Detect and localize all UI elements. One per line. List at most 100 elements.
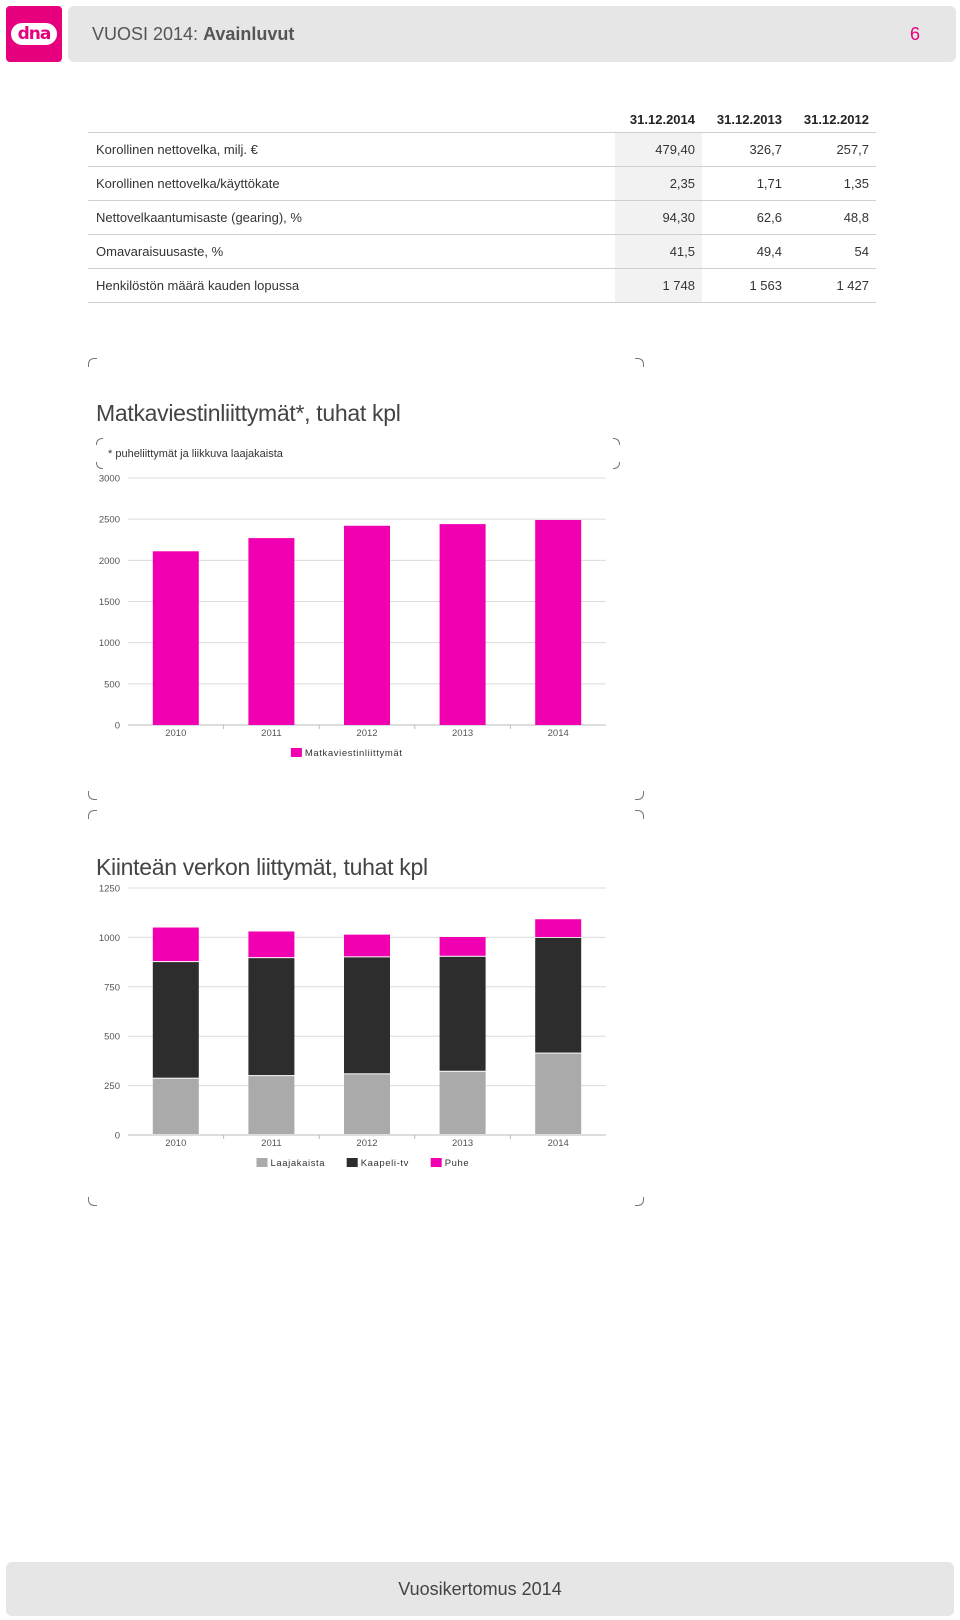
x-tick-label: 2013 xyxy=(452,1138,473,1149)
dna-logo-text: dna xyxy=(17,23,52,44)
y-tick-label: 2500 xyxy=(99,515,120,526)
row-label: Omavaraisuusaste, % xyxy=(88,234,615,269)
y-tick-label: 1000 xyxy=(99,933,120,944)
table-row: Korollinen nettovelka, milj. € 479,40 32… xyxy=(88,132,876,167)
cell-value: 62,6 xyxy=(702,200,789,235)
bar-laajakaista xyxy=(439,1071,486,1134)
frame-corner xyxy=(88,358,97,367)
subtitle-frame-corner xyxy=(96,438,103,445)
frame-corner xyxy=(88,791,97,800)
key-figures-table: 31.12.2014 31.12.2013 31.12.2012 Korolli… xyxy=(88,106,876,303)
x-tick-label: 2014 xyxy=(548,728,569,739)
row-label: Korollinen nettovelka, milj. € xyxy=(88,132,615,167)
y-tick-label: 500 xyxy=(104,1032,120,1043)
cell-value: 1,35 xyxy=(789,166,876,201)
cell-value: 49,4 xyxy=(702,234,789,269)
subtitle-frame-corner xyxy=(96,462,103,469)
frame-corner xyxy=(635,791,644,800)
bar-matkaviestinliittym-t xyxy=(152,551,199,725)
table-row: Henkilöstön määrä kauden lopussa 1 748 1… xyxy=(88,268,876,303)
y-tick-label: 1000 xyxy=(99,638,120,649)
x-tick-label: 2011 xyxy=(261,728,281,739)
page-footer: Vuosikertomus 2014 xyxy=(6,1562,954,1616)
table-row: Nettovelkaantumisaste (gearing), % 94,30… xyxy=(88,200,876,235)
cell-value: 2,35 xyxy=(615,166,702,201)
subtitle-frame-corner xyxy=(613,462,620,469)
dna-logo: dna xyxy=(6,6,62,62)
y-tick-label: 0 xyxy=(115,721,120,732)
cell-value: 1 563 xyxy=(702,268,789,303)
table-row: Korollinen nettovelka/käyttökate 2,35 1,… xyxy=(88,166,876,201)
legend-label: Puhe xyxy=(445,1158,470,1169)
x-tick-label: 2011 xyxy=(261,1138,281,1149)
legend-label: Kaapeli-tv xyxy=(361,1158,409,1169)
y-tick-label: 0 xyxy=(115,1131,120,1142)
frame-corner xyxy=(635,358,644,367)
bar-matkaviestinliittym-t xyxy=(439,524,486,725)
bar-matkaviestinliittym-t xyxy=(248,538,295,725)
x-tick-label: 2010 xyxy=(165,1138,186,1149)
legend-label: Matkaviestinliittymät xyxy=(305,748,403,759)
row-label: Henkilöstön määrä kauden lopussa xyxy=(88,268,615,303)
legend-swatch xyxy=(346,1158,358,1167)
bar-puhe xyxy=(535,919,582,937)
bar-puhe xyxy=(152,927,199,962)
page-title-prefix: VUOSI 2014: xyxy=(92,24,204,44)
mobile-subscriptions-chart: Matkaviestinliittymät*, tuhat kpl * puhe… xyxy=(88,358,644,800)
y-tick-label: 750 xyxy=(104,982,120,993)
legend-label: Laajakaista xyxy=(271,1158,326,1169)
bar-kaapeli-tv xyxy=(535,937,582,1053)
y-tick-label: 500 xyxy=(104,679,120,690)
bar-kaapeli-tv xyxy=(439,956,486,1071)
legend-swatch xyxy=(256,1158,268,1167)
cell-value: 54 xyxy=(789,234,876,269)
cell-value: 1 427 xyxy=(789,268,876,303)
bar-matkaviestinliittym-t xyxy=(535,519,582,725)
frame-corner xyxy=(88,1197,97,1206)
bar-kaapeli-tv xyxy=(248,958,295,1076)
bar-matkaviestinliittym-t xyxy=(344,525,390,725)
frame-corner xyxy=(635,810,644,819)
bar-puhe xyxy=(344,934,390,957)
y-tick-label: 2000 xyxy=(99,556,120,567)
y-tick-label: 250 xyxy=(104,1081,120,1092)
table-header-row: 31.12.2014 31.12.2013 31.12.2012 xyxy=(88,106,876,133)
row-label: Korollinen nettovelka/käyttökate xyxy=(88,166,615,201)
frame-corner xyxy=(635,1197,644,1206)
x-tick-label: 2013 xyxy=(452,728,473,739)
table-row: Omavaraisuusaste, % 41,5 49,4 54 xyxy=(88,234,876,269)
row-label: Nettovelkaantumisaste (gearing), % xyxy=(88,200,615,235)
page-number: 6 xyxy=(909,24,920,44)
frame-corner xyxy=(88,810,97,819)
y-tick-label: 1500 xyxy=(99,597,120,608)
column-header: 31.12.2013 xyxy=(716,111,782,127)
cell-value: 326,7 xyxy=(702,132,789,167)
column-header: 31.12.2014 xyxy=(629,111,695,127)
mobile-subscriptions-plot: 0 500 1000 1500 2000 2500 3000 2010 2011 2012 2013… xyxy=(99,474,606,759)
page-header: VUOSI 2014: Avainluvut 6 xyxy=(68,6,956,62)
legend-swatch xyxy=(290,748,302,757)
bar-laajakaista xyxy=(535,1053,582,1134)
subtitle-frame-corner xyxy=(613,438,620,445)
chart-title: Kiinteän verkon liittymät, tuhat kpl xyxy=(96,854,428,880)
x-tick-label: 2010 xyxy=(165,728,186,739)
bar-laajakaista xyxy=(152,1078,199,1134)
cell-value: 41,5 xyxy=(615,234,702,269)
cell-value: 94,30 xyxy=(615,200,702,235)
cell-value: 479,40 xyxy=(615,132,702,167)
bar-puhe xyxy=(248,931,295,958)
bar-puhe xyxy=(439,937,486,956)
page-title: VUOSI 2014: Avainluvut xyxy=(92,6,294,62)
cell-value: 257,7 xyxy=(789,132,876,167)
page-title-bold: Avainluvut xyxy=(203,24,295,44)
y-tick-label: 1250 xyxy=(99,884,120,895)
bar-laajakaista xyxy=(248,1076,295,1134)
x-tick-label: 2012 xyxy=(356,1138,377,1149)
fixed-network-chart: Kiinteän verkon liittymät, tuhat kpl 0 25… xyxy=(88,810,644,1206)
chart-subtitle: * puheliittymät ja liikkuva laajakaista xyxy=(108,448,283,460)
chart-title: Matkaviestinliittymät*, tuhat kpl xyxy=(96,400,401,426)
legend-swatch xyxy=(430,1158,442,1167)
bar-laajakaista xyxy=(344,1074,390,1134)
x-tick-label: 2014 xyxy=(548,1138,569,1149)
bar-kaapeli-tv xyxy=(344,957,390,1074)
